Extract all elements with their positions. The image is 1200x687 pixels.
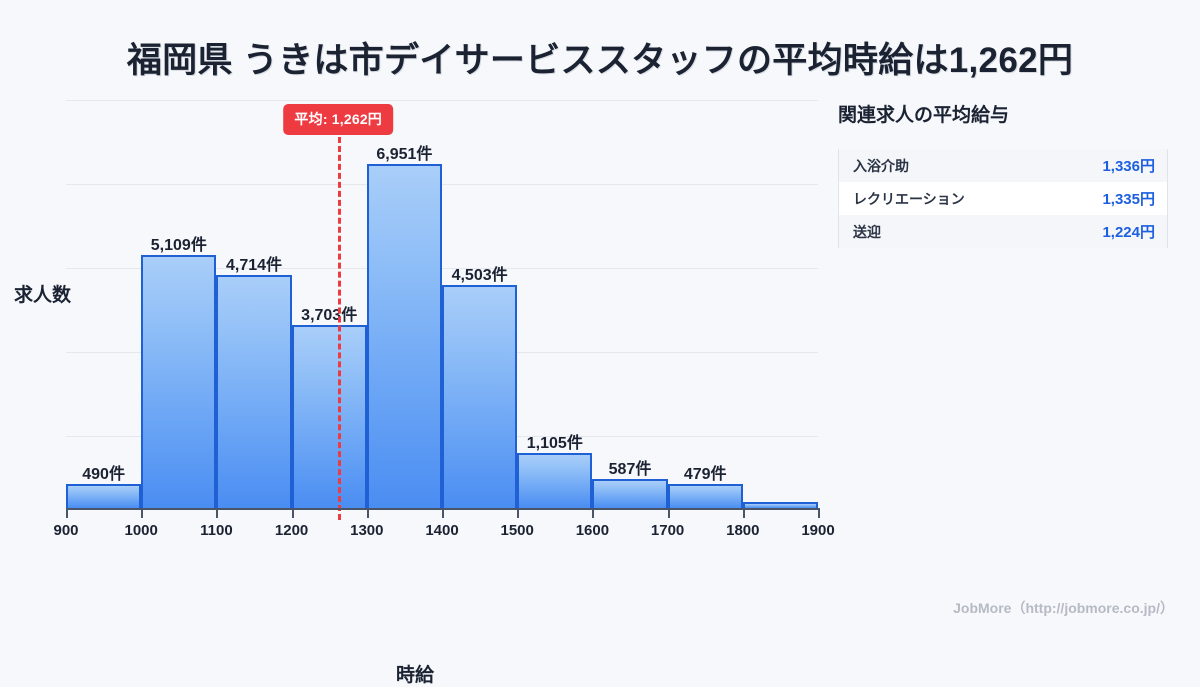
x-axis-tick [442, 509, 444, 518]
page-title: 福岡県 うきは市デイサービススタッフの平均時給は1,262円 [126, 41, 1074, 80]
gridline [66, 184, 818, 186]
bar[interactable] [442, 285, 518, 508]
x-axis-tick-label: 1600 [575, 522, 610, 539]
x-axis-tick [667, 509, 670, 518]
related-salary-value: 1,336円 [1102, 158, 1155, 175]
bar-value-label: 4,714件 [225, 256, 283, 274]
gridline [66, 268, 818, 270]
x-axis-tick [141, 509, 144, 518]
bar-value-label: 479件 [683, 466, 727, 484]
x-axis-tick-label: 1100 [200, 522, 233, 539]
x-axis-tick-label: 1000 [124, 522, 158, 539]
y-axis-label: 求人数 [14, 285, 72, 306]
bar-value-label: 490件 [82, 465, 125, 483]
bar-value-label: 6,951件 [376, 146, 433, 164]
related-salary-row[interactable]: 入浴介助 1,336円 [839, 149, 1167, 182]
footer-credit: JobMore（http://jobmore.co.jp/） [953, 600, 1174, 616]
bar[interactable] [592, 478, 668, 508]
related-salary-row[interactable]: 送迎 1,224円 [839, 215, 1167, 248]
x-axis-tick [517, 509, 520, 518]
x-axis-tick-label: 1800 [726, 522, 760, 539]
x-axis-tick [592, 509, 595, 518]
bar-value-label: 4,503件 [451, 267, 508, 285]
related-salary-panel: 関連求人の平均給与 入浴介助 1,336円レクリエーション 1,335円送迎 1,22… [838, 100, 1168, 248]
plot-area: 490件 5,109件 4,714件 3,703件 6,951件 4,503件 1,105件… [66, 100, 818, 520]
bar[interactable] [141, 255, 217, 508]
bar-value-label: 1,105件 [526, 435, 583, 453]
related-salary-label: 入浴介助 [853, 157, 909, 174]
bar[interactable] [742, 502, 818, 508]
histogram-chart: 求人数 490件 5,109件 4,714件 3,703件 6,951件 4,503件 1,… [0, 90, 835, 686]
bar-value-label: 587件 [608, 460, 652, 478]
bar[interactable] [216, 274, 292, 508]
related-salary-label: 送迎 [853, 223, 881, 240]
average-line [338, 128, 342, 520]
x-axis-tick [366, 509, 369, 518]
related-salary-row[interactable]: レクリエーション 1,335円 [839, 182, 1167, 215]
x-axis-tick [818, 509, 820, 518]
bar[interactable] [291, 324, 367, 508]
x-axis-tick-label: 1300 [350, 522, 384, 539]
x-axis-tick-label: 1200 [274, 522, 309, 539]
x-axis-tick [742, 509, 745, 518]
x-axis-tick [291, 509, 294, 518]
bar[interactable] [517, 453, 593, 508]
related-salary-title: 関連求人の平均給与 [838, 105, 1010, 126]
related-salary-value: 1,335円 [1102, 191, 1155, 208]
x-axis-tick-label: 900 [53, 522, 79, 539]
gridline [66, 100, 818, 101]
bar[interactable] [66, 483, 142, 508]
related-salary-table: 入浴介助 1,336円レクリエーション 1,335円送迎 1,224円 [838, 149, 1168, 248]
bar[interactable] [366, 164, 442, 508]
x-axis-tick-label: 1900 [801, 522, 835, 539]
x-axis-tick-label: 1500 [500, 522, 534, 539]
x-axis-tick [66, 509, 68, 518]
x-axis-label: 時給 [395, 665, 434, 686]
x-axis-tick [216, 509, 219, 518]
bar-value-label: 3,703件 [301, 306, 358, 324]
average-badge: 平均: 1,262円 [283, 104, 394, 135]
related-salary-label: レクリエーション [853, 190, 965, 207]
related-salary-value: 1,224円 [1102, 224, 1155, 241]
x-axis-tick-label: 1400 [425, 522, 459, 539]
bar[interactable] [667, 484, 743, 508]
bar-value-label: 5,109件 [150, 237, 207, 255]
x-axis-tick-label: 1700 [650, 522, 685, 539]
